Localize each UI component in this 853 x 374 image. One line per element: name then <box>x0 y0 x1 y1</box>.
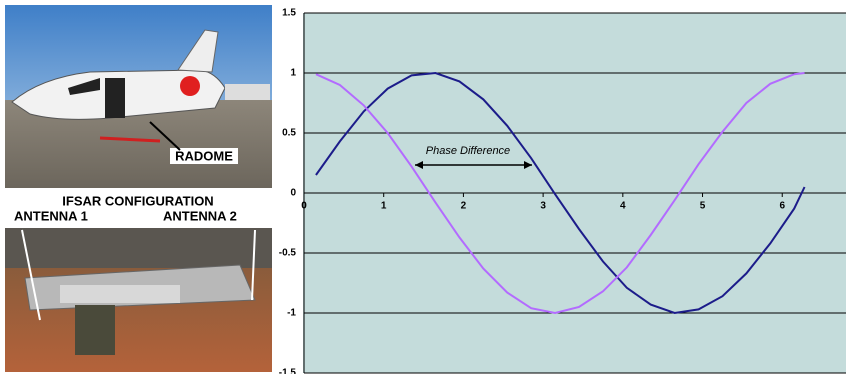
x-tick-label: 0 <box>301 201 307 212</box>
antenna-photo <box>5 228 272 372</box>
page: RADOME IFSAR CONFIGURATION ANTENNA 1 ANT… <box>0 0 853 374</box>
aircraft-photo: RADOME <box>5 5 272 188</box>
y-tick-label: 1 <box>290 68 296 79</box>
y-tick-label: -0.5 <box>279 248 297 259</box>
y-tick-label: 0 <box>290 188 296 199</box>
antenna1-label: ANTENNA 1 <box>14 208 88 223</box>
y-tick-label: 1.5 <box>282 8 296 19</box>
configuration-label: IFSAR CONFIGURATION <box>62 193 213 208</box>
x-tick-label: 4 <box>620 201 626 212</box>
annotation: Phase Difference <box>426 145 510 157</box>
x-tick-label: 6 <box>779 201 785 212</box>
x-tick-label: 2 <box>461 201 467 212</box>
y-tick-label: -1 <box>287 308 296 319</box>
antenna2-label: ANTENNA 2 <box>163 208 237 223</box>
x-tick-label: 1 <box>381 201 387 212</box>
x-tick-label: 3 <box>540 201 546 212</box>
y-tick-label: -1.5 <box>279 368 297 374</box>
x-tick-label: 5 <box>700 201 706 212</box>
y-tick-label: 0.5 <box>282 128 296 139</box>
radome-label: RADOME <box>175 148 233 163</box>
